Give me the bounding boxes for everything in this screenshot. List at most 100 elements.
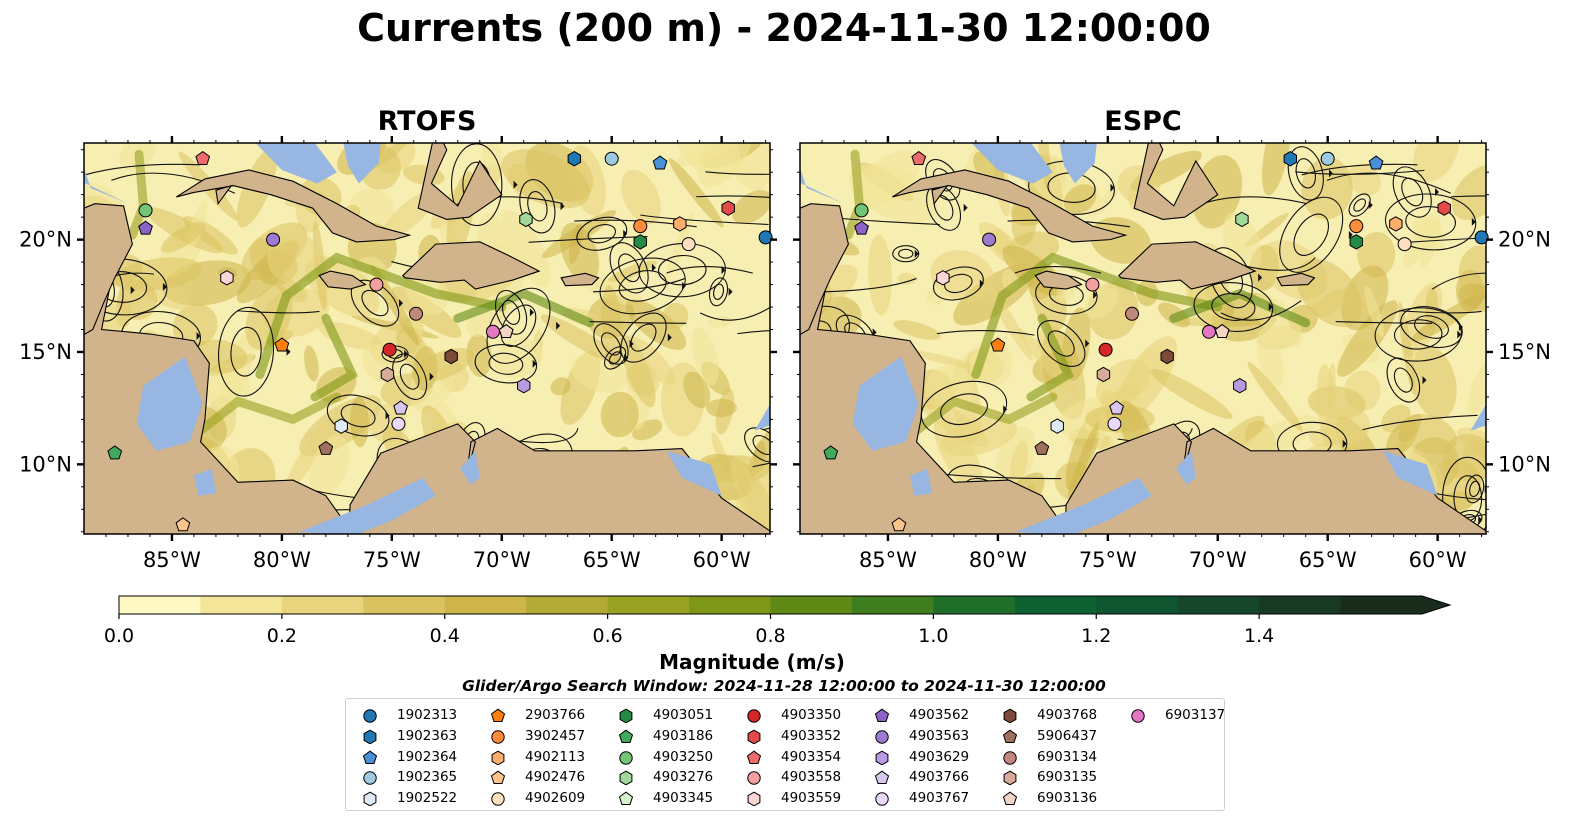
float-marker-6903135 bbox=[1096, 366, 1111, 383]
colorbar-tick-label: 1.2 bbox=[1081, 625, 1111, 647]
legend-label: 4903276 bbox=[653, 769, 714, 786]
hexagon-marker-icon bbox=[491, 750, 505, 765]
legend-label: 4902113 bbox=[525, 748, 586, 765]
legend-label: 4903352 bbox=[781, 727, 842, 744]
legend-marker-shape bbox=[875, 730, 889, 744]
colorbar-extend-arrow bbox=[1422, 596, 1450, 614]
float-marker-4903563 bbox=[982, 232, 997, 247]
rtofs-float-markers bbox=[107, 150, 773, 532]
legend-label: 4903051 bbox=[653, 707, 714, 723]
pentagon-marker-icon bbox=[618, 791, 633, 806]
float-marker-4903562 bbox=[854, 220, 869, 235]
legend-marker-shape bbox=[1002, 791, 1017, 806]
circle-marker-icon bbox=[875, 730, 889, 744]
legend-marker-shape bbox=[490, 708, 505, 723]
hexagon-marker-icon bbox=[747, 729, 761, 744]
colorbar-segment bbox=[1177, 596, 1260, 614]
colorbar-segment bbox=[363, 596, 446, 614]
float-legend: 1902313 1902363 1902364 1902365 1902522 29037… bbox=[345, 698, 1225, 811]
float-marker-4903250 bbox=[138, 203, 153, 218]
float-marker-3902457 bbox=[633, 219, 648, 234]
circle-marker-icon bbox=[491, 792, 505, 806]
legend-marker-shape bbox=[491, 750, 505, 765]
float-marker-4902476 bbox=[175, 517, 191, 532]
hexagon-marker-icon bbox=[1003, 770, 1017, 786]
legend-label: 6903137 bbox=[1165, 707, 1226, 723]
legend-label: 4903766 bbox=[909, 769, 970, 786]
legend-label: 4903629 bbox=[909, 748, 970, 765]
circle-marker-icon bbox=[1131, 709, 1145, 723]
legend-label: 1902364 bbox=[397, 748, 458, 765]
float-marker-6903134 bbox=[409, 306, 424, 321]
legend-label: 4902609 bbox=[525, 790, 586, 807]
colorbar-segment bbox=[526, 596, 609, 614]
legend-marker-shape bbox=[1002, 729, 1017, 743]
circle-marker-icon bbox=[747, 709, 761, 723]
espc-panel-title: ESPC bbox=[1104, 106, 1182, 137]
strong-current-band bbox=[971, 252, 1223, 379]
float-marker-4902113 bbox=[1389, 216, 1403, 232]
colorbar-segment bbox=[119, 596, 201, 614]
float-marker-1902364 bbox=[1368, 155, 1384, 170]
rtofs-axis-ticks: 85°W 80°W 75°W 70°W 65°W 60°W 20°N 15°N 10°N bbox=[19, 136, 777, 572]
legend-marker-shape bbox=[491, 730, 505, 744]
legend-marker-shape bbox=[874, 770, 889, 785]
float-marker-4903558 bbox=[369, 277, 384, 292]
legend-label: 6903134 bbox=[1037, 748, 1098, 765]
float-marker-6903137 bbox=[1201, 324, 1216, 339]
hexagon-marker-icon bbox=[619, 770, 633, 786]
legend-label: 4903558 bbox=[781, 769, 842, 786]
float-marker-6903136 bbox=[498, 323, 514, 339]
float-marker-4903051 bbox=[1349, 234, 1363, 250]
lon-tick-label: 60°W bbox=[1409, 548, 1467, 572]
legend-marker-shape bbox=[363, 791, 377, 807]
lat-tick-label: 20°N bbox=[1498, 228, 1551, 252]
lon-tick-label: 85°W bbox=[143, 548, 201, 572]
float-marker-6903135 bbox=[380, 366, 395, 383]
rtofs-map-panel: 85°W 80°W 75°W 70°W 65°W 60°W 20°N 15°N 10°N bbox=[19, 136, 777, 572]
hexagon-marker-icon bbox=[363, 791, 377, 807]
hexagon-marker-icon bbox=[619, 708, 633, 723]
float-marker-4903350 bbox=[1098, 342, 1113, 357]
pentagon-marker-icon bbox=[618, 729, 633, 743]
legend-label: 1902363 bbox=[397, 727, 458, 744]
float-marker-4903354 bbox=[195, 150, 211, 166]
legend-label: 5906437 bbox=[1037, 727, 1098, 744]
hexagon-marker-icon bbox=[363, 729, 377, 744]
espc-float-markers bbox=[823, 150, 1489, 532]
float-marker-2903766 bbox=[990, 337, 1006, 352]
legend-marker-shape bbox=[747, 709, 761, 723]
legend-marker-shape bbox=[1003, 750, 1017, 765]
lon-tick-label: 75°W bbox=[363, 548, 421, 572]
float-marker-3902457 bbox=[1349, 219, 1364, 234]
lat-tick-label: 10°N bbox=[1498, 452, 1551, 476]
pentagon-marker-icon bbox=[874, 708, 889, 723]
lon-tick-label: 80°W bbox=[969, 548, 1027, 572]
float-marker-4903767 bbox=[391, 416, 406, 431]
hexagon-marker-icon bbox=[875, 750, 889, 765]
pentagon-marker-icon bbox=[362, 750, 377, 764]
circle-marker-icon bbox=[363, 709, 377, 723]
legend-marker-shape bbox=[747, 771, 761, 786]
float-marker-4903051 bbox=[633, 234, 647, 250]
legend-label: 4903354 bbox=[781, 748, 842, 765]
legend-marker-shape bbox=[619, 770, 633, 786]
legend-marker-shape bbox=[875, 792, 889, 806]
pentagon-marker-icon bbox=[1002, 791, 1017, 806]
legend-label: 4903186 bbox=[653, 727, 714, 744]
espc-frame bbox=[799, 142, 1487, 535]
colorbar-segment bbox=[1096, 596, 1179, 614]
colorbar-label: Magnitude (m/s) bbox=[659, 650, 845, 674]
colorbar-tick-label: 0.0 bbox=[104, 625, 134, 647]
float-marker-5906437 bbox=[318, 440, 334, 455]
float-marker-6903137 bbox=[485, 324, 500, 339]
float-marker-4903250 bbox=[854, 203, 869, 218]
legend-label: 4903350 bbox=[781, 707, 842, 723]
float-marker-4903186 bbox=[823, 445, 839, 460]
legend-label: 4903768 bbox=[1037, 707, 1098, 723]
lon-tick-label: 70°W bbox=[1189, 548, 1247, 572]
float-marker-4903562 bbox=[138, 220, 153, 235]
legend-label: 4903345 bbox=[653, 790, 714, 807]
float-marker-4903186 bbox=[107, 445, 123, 460]
